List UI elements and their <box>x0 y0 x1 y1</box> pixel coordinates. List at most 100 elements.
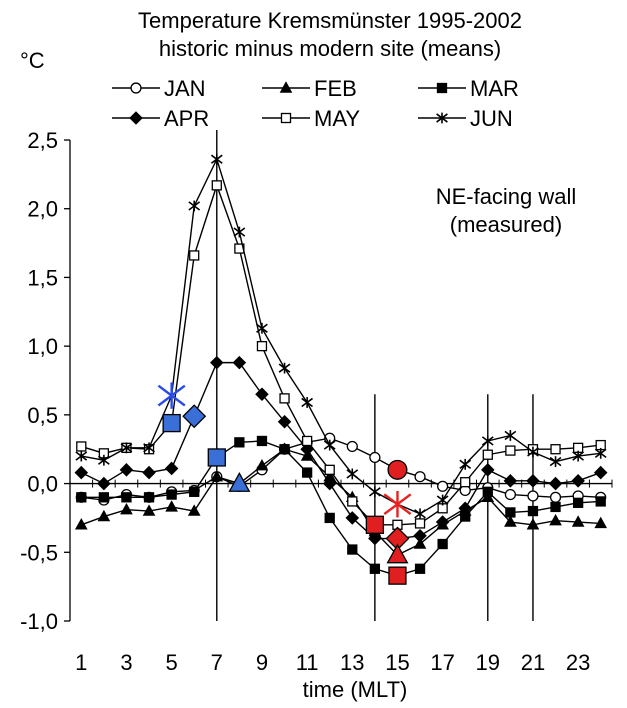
data-point-apr <box>481 463 495 477</box>
data-point-mar <box>166 489 177 500</box>
y-tick-label: 2,0 <box>27 197 58 222</box>
star-stroke <box>188 201 201 211</box>
data-point-feb <box>594 516 608 529</box>
data-point-may <box>505 445 516 456</box>
star-stroke <box>97 455 110 465</box>
legend-label: APR <box>164 106 209 131</box>
legend-entry-jan: JAN <box>112 76 206 101</box>
star-stroke <box>75 451 88 461</box>
data-point-may <box>211 180 222 191</box>
data-point-jan <box>527 490 539 502</box>
star-stroke <box>504 430 517 441</box>
data-point-jan <box>504 488 516 501</box>
data-point-feb <box>120 502 133 515</box>
data-point-feb <box>526 518 540 530</box>
data-point-jun <box>549 456 562 467</box>
data-point-mar <box>505 507 516 518</box>
star-stroke <box>346 469 359 479</box>
x-tick-label: 3 <box>120 650 132 675</box>
x-tick-label: 7 <box>211 650 223 675</box>
data-point-may <box>76 441 87 452</box>
x-tick-label: 21 <box>521 650 545 675</box>
star-stroke <box>157 384 186 407</box>
y-tick-label: 1,0 <box>27 334 58 359</box>
legend-entry-feb: FEB <box>262 76 357 101</box>
data-point-jan <box>549 491 562 503</box>
star-stroke <box>301 397 314 408</box>
y-tick-label: -1,0 <box>20 609 58 634</box>
legend-label: FEB <box>314 76 357 101</box>
data-point-jun <box>256 322 268 334</box>
legend: JAN FEB MAR APR MAY JUN <box>112 76 519 131</box>
x-tick-label: 9 <box>256 650 268 675</box>
data-point-may <box>482 449 493 460</box>
star-stroke <box>436 495 449 505</box>
y-tick-label: 0,0 <box>27 472 58 497</box>
data-point-apr <box>322 476 337 491</box>
data-point-feb <box>97 509 111 522</box>
legend-entry-may: MAY <box>262 106 360 131</box>
data-point-apr <box>548 476 563 491</box>
data-point-mar <box>234 437 245 448</box>
star-stroke <box>436 113 448 123</box>
data-point-apr <box>164 461 179 476</box>
data-point-apr <box>503 474 518 488</box>
data-point-may <box>324 464 335 475</box>
legend-marker <box>436 112 448 124</box>
data-point-feb <box>187 504 201 516</box>
data-point-apr <box>142 465 156 480</box>
star-stroke <box>481 436 494 446</box>
data-point-mar <box>527 505 539 517</box>
data-point-may <box>347 496 358 507</box>
data-point-mar <box>369 563 381 574</box>
star-stroke <box>256 323 268 333</box>
data-point-jun <box>572 450 585 462</box>
data-point-mar <box>347 544 358 555</box>
data-point-apr <box>368 531 382 546</box>
highlighted-point-mar <box>162 413 181 433</box>
series-line-feb <box>81 448 601 556</box>
legend-marker <box>130 82 142 94</box>
chart-title-line2: historic minus modern site (means) <box>159 36 501 61</box>
star-stroke <box>549 456 562 467</box>
legend-label: MAR <box>470 76 519 101</box>
x-tick-label: 23 <box>566 650 590 675</box>
star-stroke <box>210 154 223 164</box>
legend-label: JUN <box>470 106 513 131</box>
data-point-jan <box>414 471 426 483</box>
data-point-may <box>550 444 561 455</box>
data-point-apr <box>435 515 450 529</box>
star-stroke <box>368 487 381 497</box>
legend-marker <box>279 81 293 93</box>
highlighted-point-mar <box>388 566 407 585</box>
data-point-feb <box>255 458 269 471</box>
star-stroke <box>414 509 426 519</box>
data-point-jun <box>323 439 336 451</box>
data-point-mar <box>256 435 268 447</box>
highlighted-point-jun <box>157 382 186 409</box>
x-axis-label: time (MLT) <box>303 677 408 702</box>
data-point-mar <box>572 497 584 508</box>
star-stroke <box>572 451 585 461</box>
y-tick-label: 0,5 <box>27 403 58 428</box>
data-point-jun <box>120 442 133 454</box>
data-point-may <box>301 435 313 447</box>
data-point-apr <box>255 387 269 402</box>
data-point-jun <box>346 468 359 480</box>
data-point-apr <box>526 474 540 488</box>
data-point-mar <box>189 486 200 497</box>
x-tick-label: 13 <box>340 650 364 675</box>
x-tick-label: 15 <box>385 650 409 675</box>
star-stroke <box>233 227 246 237</box>
chart-title-line1: Temperature Kremsmünster 1995-2002 <box>138 8 522 33</box>
data-point-jun <box>75 450 88 462</box>
data-point-mar <box>324 512 335 524</box>
data-point-apr <box>593 465 608 480</box>
star-stroke <box>143 443 155 453</box>
star-stroke <box>527 447 539 457</box>
star-stroke <box>323 440 336 450</box>
series-mar <box>76 435 606 581</box>
data-point-feb <box>549 513 562 526</box>
y-unit-label: °C <box>20 48 45 73</box>
